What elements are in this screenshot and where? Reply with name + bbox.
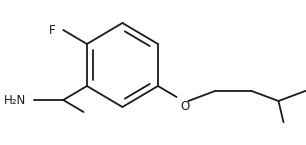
Text: O: O (181, 100, 190, 113)
Text: F: F (49, 23, 55, 37)
Text: H₂N: H₂N (4, 94, 26, 106)
